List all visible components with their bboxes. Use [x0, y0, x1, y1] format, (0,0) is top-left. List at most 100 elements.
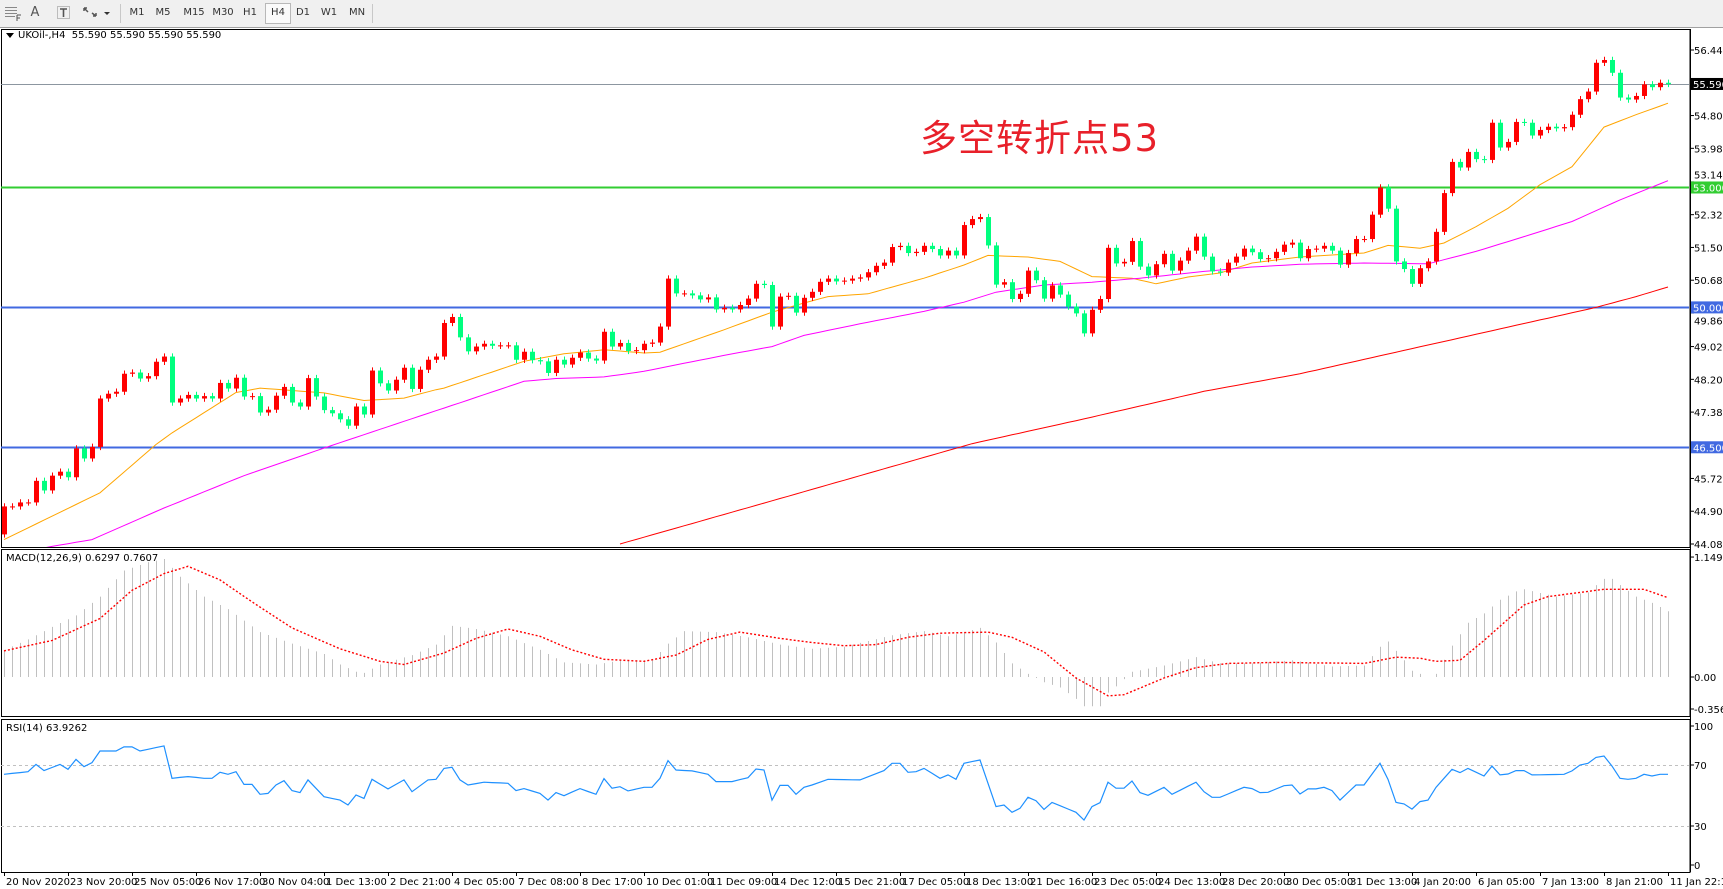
time-axis-label: 31 Dec 13:00 [1350, 877, 1417, 888]
candle-body [1306, 249, 1311, 259]
candle-body [826, 278, 831, 282]
candle-body [602, 331, 607, 361]
candle-body [1130, 241, 1135, 262]
candle-body [1602, 59, 1607, 63]
price-level-label: 55.590 [1693, 80, 1723, 91]
candle-body [522, 351, 527, 360]
candle-body [1498, 122, 1503, 148]
time-axis-label: 14 Dec 12:00 [774, 877, 841, 888]
macd-tick-label: 0.00 [1694, 673, 1716, 684]
candle-body [90, 446, 95, 459]
candle-body [1418, 268, 1423, 284]
candle-body [1330, 245, 1335, 251]
text-label-icon[interactable] [54, 4, 74, 22]
price-level-label: 50.000 [1693, 303, 1723, 314]
candle-body [1314, 248, 1319, 250]
timeframe-w1[interactable]: W1 [320, 7, 338, 18]
timeframe-h1[interactable]: H1 [243, 7, 257, 18]
candle-body [618, 342, 623, 347]
candle-body [1450, 161, 1455, 194]
candle-body [1122, 261, 1127, 264]
candle-body [1178, 260, 1183, 271]
candle-body [226, 382, 231, 389]
candle-body [1154, 264, 1159, 276]
candle-body [1482, 159, 1487, 161]
price-tick-label: 56.440 [1694, 46, 1723, 57]
time-axis-label: 20 Nov 2020 [6, 877, 70, 888]
candle-body [626, 342, 631, 351]
candle-body [34, 480, 39, 503]
candle-body [194, 394, 199, 399]
candle-body [1562, 127, 1567, 129]
candle-body [778, 296, 783, 327]
arrows-icon[interactable] [80, 4, 112, 22]
candle-body [1578, 99, 1583, 115]
candle-body [922, 245, 927, 252]
price-level-tag [1691, 77, 1723, 90]
dropdown-triangle-icon[interactable] [6, 32, 14, 38]
candle-body [690, 293, 695, 296]
candle-body [1466, 151, 1471, 168]
symbol-name: UKOil-,H4 [18, 30, 66, 41]
candle-body [26, 502, 31, 504]
text-a-icon[interactable]: A [30, 5, 40, 20]
candle-body [114, 391, 119, 394]
chart-annotation[interactable]: 多空转折点53 [920, 117, 1160, 160]
candle-body [874, 265, 879, 273]
grid-text-icon[interactable] [2, 4, 24, 22]
candle-body [842, 280, 847, 282]
macd-tick-label: -0.3563 [1694, 705, 1723, 716]
candle-body [1202, 236, 1207, 257]
candle-body [474, 346, 479, 352]
timeframe-d1[interactable]: D1 [295, 7, 311, 18]
candle-body [146, 376, 151, 379]
symbol-header: UKOil-,H4 55.590 55.590 55.590 55.590 [6, 30, 221, 41]
candle-body [130, 372, 135, 374]
candle-body [1274, 251, 1279, 259]
candle-body [506, 345, 511, 347]
candle-body [442, 322, 447, 357]
candle-body [1002, 282, 1007, 285]
candle-body [154, 361, 159, 377]
candle-body [450, 316, 455, 323]
candle-body [1114, 247, 1119, 264]
candle-body [698, 295, 703, 300]
candle-body [42, 480, 47, 491]
toolbar-separator [372, 4, 373, 23]
candle-body [1106, 247, 1111, 299]
candle-body [1618, 72, 1623, 98]
timeframe-mn[interactable]: MN [348, 7, 366, 18]
candle-body [914, 251, 919, 254]
candle-body [162, 356, 167, 362]
timeframe-m30[interactable]: M30 [212, 7, 234, 18]
candle-body [250, 396, 255, 398]
timeframe-h4[interactable]: H4 [265, 3, 291, 24]
moving-average-line [46, 180, 1669, 547]
candle-body [1250, 248, 1255, 253]
timeframe-m1[interactable]: M1 [129, 7, 145, 18]
timeframe-m15[interactable]: M15 [183, 7, 205, 18]
candle-body [1546, 126, 1551, 130]
candle-body [970, 219, 975, 226]
price-level-tag [1691, 301, 1723, 314]
candle-body [1506, 141, 1511, 148]
candle-body [202, 396, 207, 399]
price-level-label: 53.000 [1693, 183, 1723, 194]
candle-body [858, 277, 863, 279]
time-axis-label: 25 Nov 05:00 [134, 877, 201, 888]
candle-body [1018, 293, 1023, 299]
candle-body [898, 245, 903, 248]
candle-body [1226, 262, 1231, 273]
candle-body [586, 352, 591, 359]
candle-body [490, 343, 495, 346]
candle-body [322, 396, 327, 411]
toolbar-separator [120, 4, 121, 23]
candle-body [378, 370, 383, 384]
timeframe-m5[interactable]: M5 [155, 7, 171, 18]
candle-body [82, 448, 87, 459]
candle-body [562, 359, 567, 365]
candle-body [986, 217, 991, 246]
candle-body [1554, 126, 1559, 129]
rsi-label: RSI(14) 63.9262 [6, 723, 88, 734]
